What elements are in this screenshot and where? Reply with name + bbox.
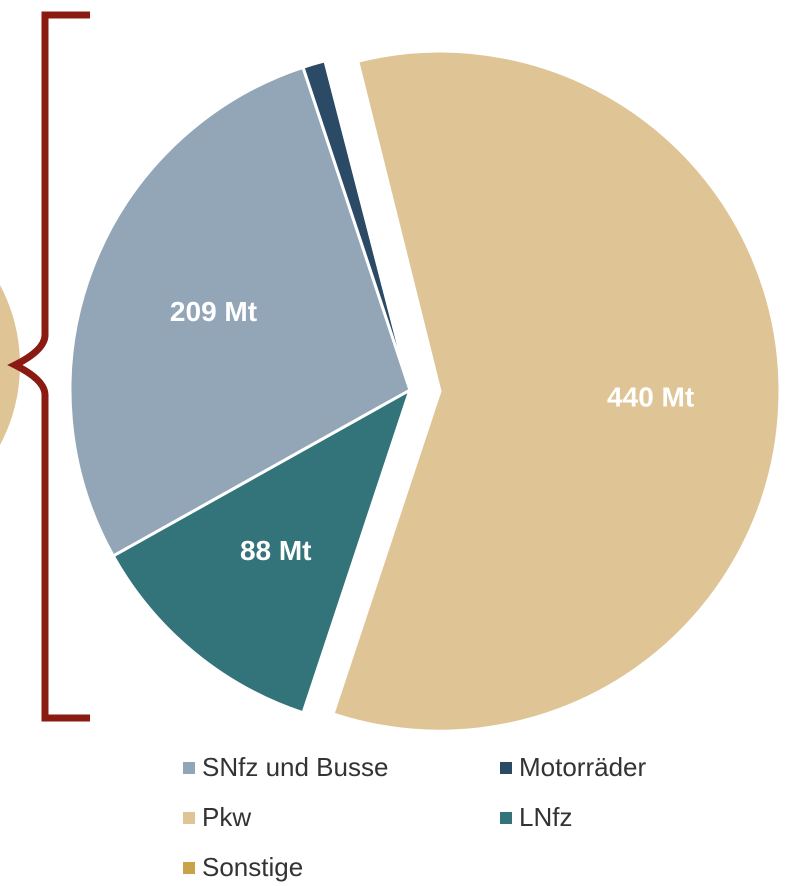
legend-swatch [500,812,512,824]
legend-label: Motorräder [519,752,646,782]
legend-label: LNfz [519,802,572,832]
data-label: 88 Mt [240,535,312,566]
pie-slice [323,58,412,391]
legend-swatch [183,862,195,874]
legend-label: SNfz und Busse [202,752,388,782]
data-label: 209 Mt [170,296,257,327]
legend-label: Pkw [202,802,251,832]
pie-slice [111,386,413,715]
legend-swatch [183,762,195,774]
legend-label: Sonstige [202,852,303,882]
legend-swatch [183,812,195,824]
bracket [7,11,90,722]
pie-slice [68,65,412,558]
pie-slice [331,49,782,733]
data-label: 440 Mt [607,381,694,412]
legend-swatch [500,762,512,774]
